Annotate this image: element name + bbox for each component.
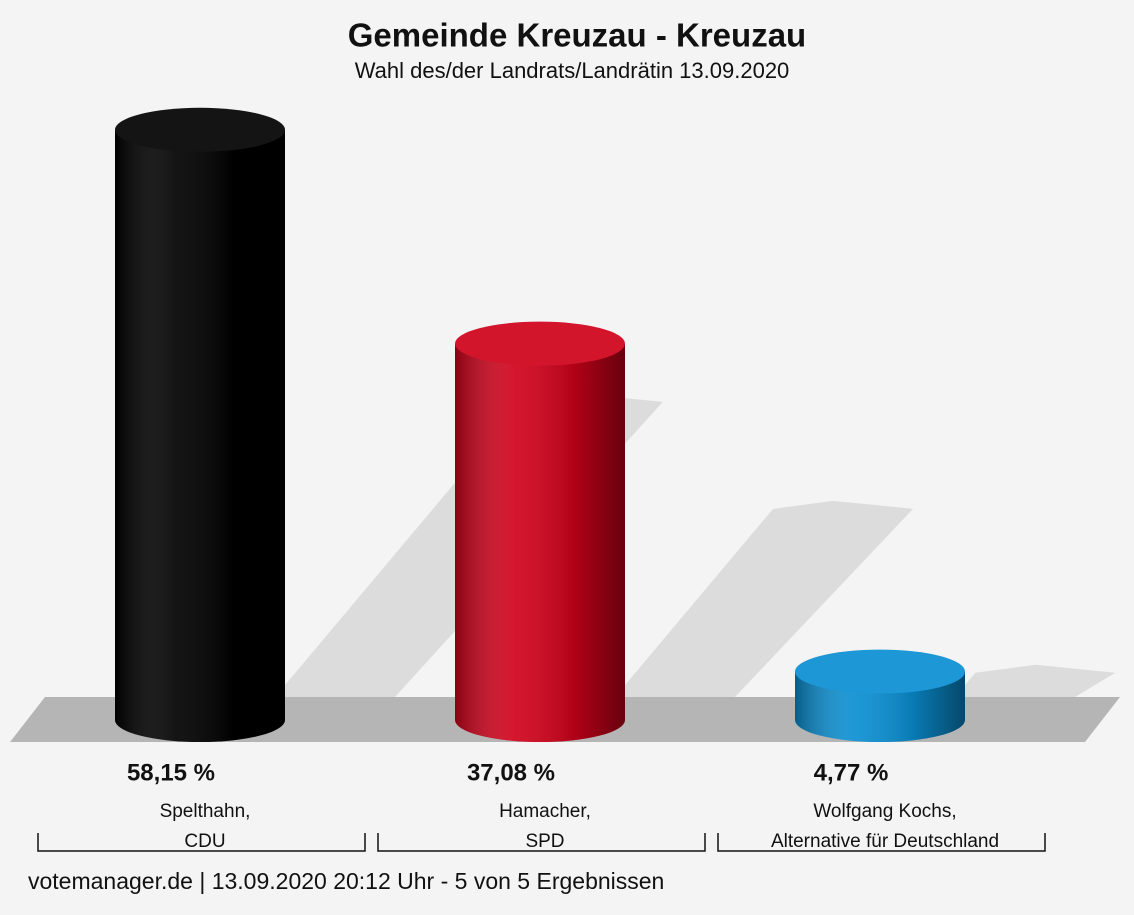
cylinder-top <box>795 649 965 694</box>
cylinder-top-highlight <box>455 321 625 366</box>
category-bracket <box>377 833 706 852</box>
category-label: Spelthahn, <box>160 801 251 822</box>
value-label: 58,15 % <box>127 759 215 786</box>
bar-shade <box>115 129 285 721</box>
cylinder-top <box>455 321 625 366</box>
cylinder <box>455 321 625 742</box>
chart-subtitle: Wahl des/der Landrats/Landrätin 13.09.20… <box>355 58 790 83</box>
cylinder <box>795 649 965 742</box>
bar-shadow <box>955 664 1116 697</box>
bar-shade <box>455 343 625 720</box>
category-label: Wolfgang Kochs, <box>813 801 956 822</box>
value-label: 37,08 % <box>467 759 555 786</box>
cylinder-top-highlight <box>795 649 965 694</box>
category-label: SPD <box>525 831 564 852</box>
value-label: 4,77 % <box>814 759 889 786</box>
category-label: Alternative für Deutschland <box>771 831 999 852</box>
cylinder-top <box>115 107 285 152</box>
cylinder-top-highlight <box>115 107 285 152</box>
cylinder <box>115 107 285 742</box>
chart-title: Gemeinde Kreuzau - Kreuzau <box>348 17 806 54</box>
footer: votemanager.de | 13.09.2020 20:12 Uhr - … <box>28 868 664 894</box>
bar-shadow <box>615 500 914 697</box>
category-label: Hamacher, <box>499 801 591 822</box>
category-bracket <box>37 833 366 852</box>
category-label: CDU <box>184 831 225 852</box>
category-bracket <box>717 833 1046 852</box>
